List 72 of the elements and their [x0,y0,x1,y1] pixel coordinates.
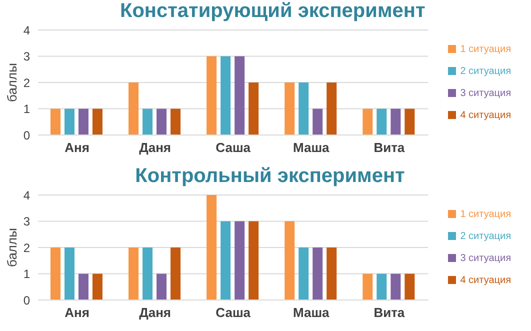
bar [376,274,387,300]
bar [284,221,295,300]
bar [64,248,74,300]
bar [284,82,295,135]
x-tick-label: Маша [292,140,330,156]
bar [78,108,88,135]
bar [64,108,74,135]
y-tick-label: 2 [23,240,30,255]
bar [50,248,60,300]
bar [206,56,217,135]
bar [156,274,167,300]
bar [376,108,387,135]
bar [404,274,415,300]
bar [92,108,102,135]
bar [156,108,167,135]
bar [326,248,337,300]
bar [142,108,153,135]
legend-label: 3 ситуация [460,252,511,264]
bar [92,274,102,300]
y-tick-label: 0 [23,293,30,308]
bar [128,82,139,135]
legend-label: 3 ситуация [460,88,511,98]
bar [220,221,231,300]
y-tick-label: 0 [23,128,30,142]
bar [248,82,259,135]
bar [298,82,309,135]
bar [390,108,401,135]
bar [234,221,245,300]
x-tick-label: Даня [139,305,172,320]
x-tick-label: Аня [64,305,90,320]
bar [312,108,323,135]
y-tick-label: 4 [23,188,30,202]
y-tick-label: 4 [23,23,30,38]
y-axis-title: баллы [4,228,20,267]
legend-label: 1 ситуация [460,208,511,220]
bar [312,248,323,300]
bar [390,274,401,300]
y-tick-label: 2 [23,76,30,90]
x-tick-label: Даня [139,140,172,156]
bar [170,248,181,300]
x-tick-label: Аня [64,140,90,156]
bar [206,195,217,300]
legend-label: 2 ситуация [460,230,511,242]
x-tick-label: Саша [216,140,252,156]
legend-label: 1 ситуация [460,44,511,54]
x-tick-label: Вита [374,305,406,320]
legend-label: 4 ситуация [460,274,511,286]
bar [248,221,259,300]
x-tick-label: Вита [374,140,406,156]
bar [362,274,373,300]
chart-title: Контрольный эксперимент [134,165,406,188]
bar [50,108,60,135]
bar [298,248,309,300]
bar [142,248,153,300]
bar [326,82,337,135]
y-tick-label: 3 [23,50,30,64]
bar [220,56,231,135]
legend-label: 2 ситуация [460,66,511,76]
bar [362,108,373,135]
y-axis-title: баллы [4,63,20,102]
y-tick-label: 1 [23,102,30,116]
legend-label: 4 ситуация [460,110,511,120]
y-tick-label: 1 [23,267,30,282]
bar [234,56,245,135]
chart-title: Констатирующий эксперимент [120,0,426,23]
bar [170,108,181,135]
bar [128,248,139,300]
x-tick-label: Маша [292,305,330,320]
bar [78,274,88,300]
bar [404,108,415,135]
x-tick-label: Саша [216,305,252,320]
y-tick-label: 3 [23,214,30,229]
